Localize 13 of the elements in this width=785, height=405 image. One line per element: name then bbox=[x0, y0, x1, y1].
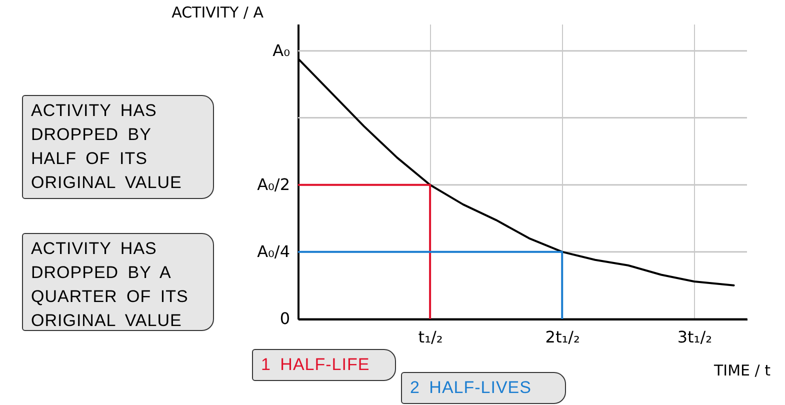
text: 1 HALF-LIFE bbox=[252, 349, 396, 381]
x-axis-title: TIME / t bbox=[713, 362, 771, 380]
ref-line-label: A₀/2 bbox=[257, 174, 290, 194]
text: ACTIVITY HAS DROPPED BY HALF OF ITS ORIGINAL VALUE bbox=[22, 95, 214, 199]
text: ACTIVITY HAS DROPPED BY A QUARTER OF ITS ORIGINAL VALUE bbox=[22, 233, 214, 331]
text: 2 HALF-LIVES bbox=[401, 372, 566, 404]
x-tick-label: t₁/₂ bbox=[418, 328, 443, 346]
x-tick-label: 3t₁/₂ bbox=[677, 328, 712, 346]
ref-line-label: 0 bbox=[280, 309, 290, 328]
ref-line-label: A₀/4 bbox=[257, 242, 290, 261]
y-axis-title: ACTIVITY / A bbox=[172, 4, 264, 22]
x-tick-label: 2t₁/₂ bbox=[545, 328, 580, 346]
ref-line-label: A₀ bbox=[272, 40, 290, 60]
